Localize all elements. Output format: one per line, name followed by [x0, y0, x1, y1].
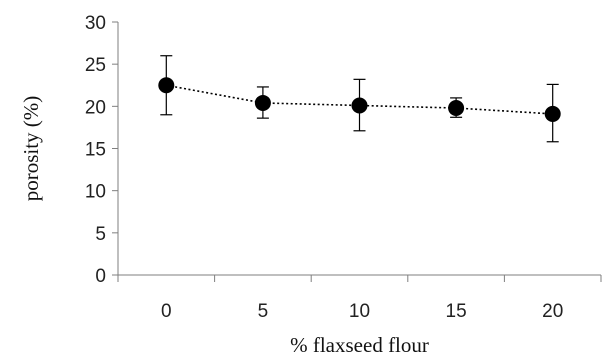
x-axis-title: % flaxseed flour	[290, 333, 429, 357]
axes	[117, 22, 601, 276]
y-ticks: 0 5 10 15 20 25 30	[85, 13, 118, 287]
y-tick-label: 15	[85, 140, 106, 161]
x-tick-label: 5	[258, 301, 269, 322]
y-tick-label: 10	[85, 182, 106, 203]
data-point	[544, 105, 561, 122]
x-tick-label: 20	[542, 301, 563, 322]
x-tick-label: 15	[446, 301, 467, 322]
y-tick-label: 20	[85, 97, 106, 118]
x-tick-label: 0	[161, 301, 172, 322]
data-point	[351, 97, 368, 114]
data-point	[254, 94, 271, 111]
y-tick-label: 25	[85, 55, 106, 76]
y-tick-label: 0	[95, 266, 106, 287]
x-tick-label: 10	[349, 301, 370, 322]
data-point	[448, 100, 465, 117]
data-point	[158, 77, 175, 94]
y-axis-title: porosity (%)	[19, 96, 43, 202]
x-ticks: 0 5 10 15 20	[117, 275, 602, 322]
plot-area	[158, 55, 561, 143]
y-tick-label: 30	[85, 13, 106, 34]
y-tick-label: 5	[95, 224, 106, 245]
